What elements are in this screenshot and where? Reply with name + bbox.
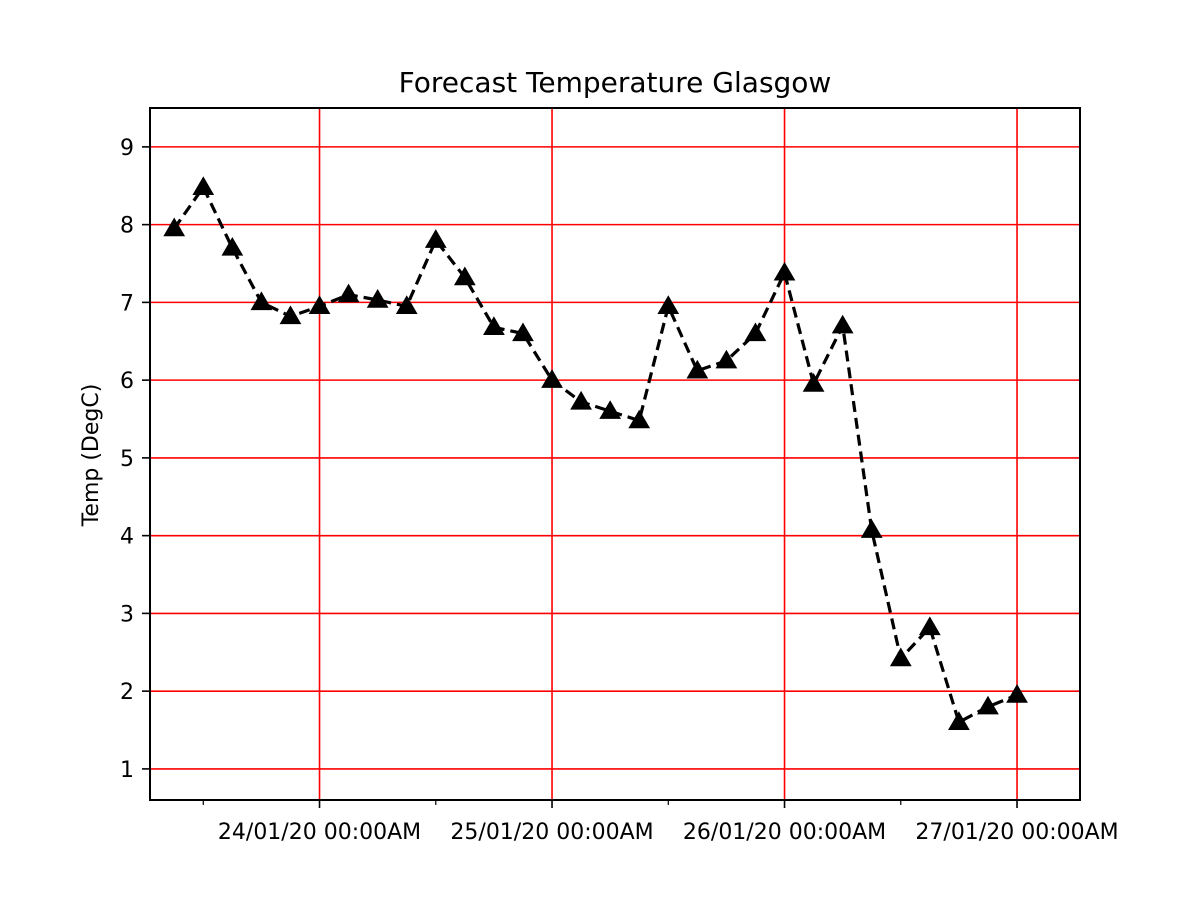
data-point-marker [918, 616, 941, 636]
data-point-marker [657, 295, 680, 314]
data-point-marker [279, 305, 302, 325]
data-point-marker [366, 289, 389, 308]
data-point-marker [948, 711, 970, 730]
data-point-marker [424, 229, 447, 248]
data-point-marker [686, 359, 709, 379]
series-temperature [163, 176, 1028, 730]
data-point-marker [337, 283, 360, 303]
chart-title: Forecast Temperature Glasgow [399, 66, 832, 99]
data-point-marker [889, 647, 912, 667]
x-tick-label: 25/01/20 00:00AM [450, 820, 653, 845]
y-tick-label: 3 [120, 602, 134, 627]
data-point-marker [628, 409, 651, 429]
data-point-marker [860, 519, 883, 538]
y-tick-label: 6 [120, 369, 134, 394]
x-tick-label: 24/01/20 00:00AM [218, 820, 421, 845]
data-point-marker [570, 390, 592, 410]
grid-lines [150, 108, 1080, 800]
data-point-marker [453, 266, 476, 286]
y-tick-label: 8 [120, 214, 134, 239]
data-point-marker [483, 316, 505, 335]
data-point-marker [744, 322, 767, 342]
y-axis-ticks: 1 2 3 4 5 6 7 8 9 [120, 136, 150, 783]
data-point-marker [192, 176, 215, 196]
y-tick-label: 1 [120, 758, 134, 783]
data-point-marker [831, 314, 854, 334]
data-point-marker [802, 373, 825, 392]
y-tick-label: 5 [120, 447, 134, 472]
data-point-marker [163, 217, 186, 237]
series-line [172, 184, 1018, 725]
data-point-marker [221, 236, 244, 256]
y-tick-label: 7 [120, 291, 134, 316]
data-point-marker [512, 322, 534, 342]
data-point-marker [395, 295, 418, 314]
y-axis-label: Temp (DegC) [79, 384, 104, 528]
data-point-marker [715, 349, 738, 369]
plot-frame [149, 107, 1081, 801]
data-point-marker [1006, 684, 1028, 703]
y-tick-label: 2 [120, 680, 134, 705]
data-point-marker [250, 291, 273, 311]
x-tick-label: 27/01/20 00:00AM [915, 820, 1118, 845]
x-tick-label: 26/01/20 00:00AM [683, 820, 886, 845]
data-point-marker [773, 261, 796, 281]
y-tick-label: 4 [120, 525, 134, 550]
data-point-marker [977, 695, 999, 715]
data-point-marker [599, 400, 622, 419]
data-point-marker [308, 295, 331, 314]
x-axis-ticks: 24/01/20 00:00AM 25/01/20 00:00AM 26/01/20… [202, 800, 1119, 845]
y-tick-label: 9 [120, 136, 134, 161]
data-point-marker [541, 369, 563, 388]
